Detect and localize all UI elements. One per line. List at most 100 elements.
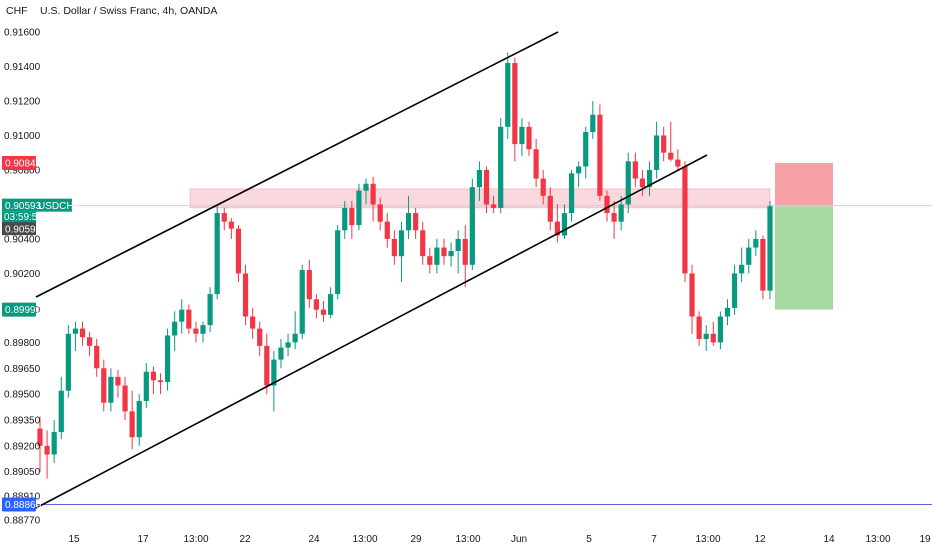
candle-body — [448, 250, 454, 257]
price-tick-label: 0.91600 — [4, 28, 41, 39]
candle-body — [264, 345, 270, 386]
price-tick-label: 0.91000 — [4, 131, 41, 142]
candle — [79, 321, 86, 346]
time-tick-label: 14 — [823, 534, 835, 545]
candle — [250, 307, 256, 339]
candle-body — [654, 135, 660, 170]
candle-body — [554, 221, 560, 236]
chart-title: U.S. Dollar / Swiss Franc, 4h, OANDA — [40, 5, 217, 17]
resistance-zone[interactable] — [189, 188, 771, 209]
candle — [568, 169, 575, 222]
candle-body — [739, 264, 745, 274]
candle-body — [455, 238, 461, 251]
time-tick-label: 19 — [919, 534, 931, 545]
candle — [101, 359, 107, 412]
candle — [639, 169, 646, 196]
candle — [696, 311, 702, 346]
candle-body — [420, 230, 426, 257]
candle — [87, 332, 93, 357]
price-tick-label: 0.88910 — [4, 491, 41, 502]
candle-body — [37, 428, 43, 446]
price-tick-label: 0.89350 — [4, 415, 41, 426]
time-axis[interactable]: 15 17 13:00 22 24 13:00 29 13:00 Jun 5 7 13:00 12 14 1… — [68, 534, 931, 545]
current-price-text: 0.90593 — [5, 201, 42, 212]
candle-body — [646, 169, 653, 188]
candle — [398, 221, 405, 283]
candle-body — [483, 169, 490, 205]
price-axis[interactable]: 0.91600 0.91400 0.91200 0.91000 0.90800 0.905… — [4, 28, 41, 527]
candle-body — [157, 380, 164, 383]
candle — [526, 121, 532, 157]
candle-body — [214, 213, 220, 295]
candle-body — [746, 247, 752, 265]
candle-body — [661, 135, 667, 153]
candle-body — [292, 333, 298, 343]
candle — [115, 369, 121, 398]
lower-channel-line[interactable] — [35, 154, 708, 509]
candle — [186, 304, 192, 334]
candle-body — [122, 385, 128, 412]
candle-body — [731, 273, 738, 308]
candle — [235, 225, 242, 283]
candle — [221, 207, 227, 231]
candle-body — [618, 204, 624, 222]
take-profit-zone[interactable] — [775, 206, 833, 310]
candle — [434, 238, 440, 274]
candle — [58, 376, 64, 439]
candle-body — [370, 183, 376, 205]
candle — [462, 225, 468, 288]
candle — [554, 204, 560, 243]
candle — [257, 321, 263, 357]
candle — [760, 235, 766, 300]
stop-price-tag-text: 0.90840 — [5, 159, 42, 170]
candle-body — [533, 149, 539, 179]
candle-body — [313, 299, 320, 310]
candle — [731, 264, 738, 315]
candle — [72, 321, 79, 352]
candle — [512, 57, 518, 162]
candle-body — [597, 114, 603, 196]
candle-body — [703, 333, 709, 339]
candle — [547, 187, 553, 231]
candle-body — [576, 166, 582, 174]
candle-body — [356, 190, 362, 226]
candle-body — [164, 335, 171, 383]
candle-body — [590, 114, 596, 133]
stop-price-tag[interactable]: 0.90840 — [2, 156, 42, 171]
candle — [767, 200, 773, 300]
entry-price-bg — [2, 222, 36, 236]
candle — [228, 218, 234, 239]
stop-loss-zone[interactable] — [775, 163, 833, 207]
time-tick-label: 13:00 — [865, 534, 890, 545]
candle-body — [257, 328, 263, 346]
candle-body — [193, 328, 199, 334]
candle-body — [65, 333, 71, 391]
candle-body — [136, 401, 142, 438]
upper-channel-line[interactable] — [35, 31, 559, 298]
candle-body — [377, 204, 383, 222]
candle-body — [228, 221, 234, 229]
low-price-tag[interactable]: 0.88860 — [2, 497, 42, 512]
candle — [448, 242, 454, 267]
candle — [193, 321, 199, 343]
time-tick-label: 13:00 — [695, 534, 720, 545]
candle-body — [349, 207, 355, 226]
price-zone-layer — [189, 163, 833, 310]
candle — [65, 325, 71, 398]
candle — [576, 161, 582, 188]
candle — [505, 52, 511, 139]
candle — [611, 200, 617, 239]
candle — [413, 207, 419, 239]
candle — [675, 149, 681, 170]
candle — [561, 204, 568, 239]
entry-price-tag[interactable]: 0.90590 — [2, 222, 42, 236]
candle — [661, 126, 667, 162]
target-price-tag[interactable]: 0.89990 — [2, 302, 42, 317]
candle — [356, 183, 362, 231]
time-tick-label: 15 — [68, 534, 80, 545]
candle-body — [320, 309, 327, 315]
candle-body — [717, 316, 723, 343]
trendlines-layer — [35, 31, 708, 509]
